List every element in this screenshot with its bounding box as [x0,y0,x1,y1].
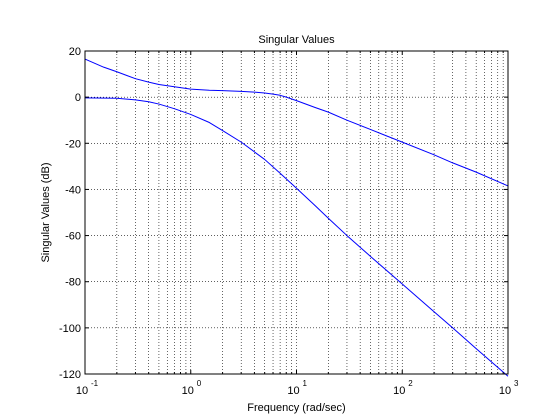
x-tick-label-exponent: 1 [303,379,308,388]
x-tick-label-exponent: -1 [91,379,99,388]
y-tick-label: -20 [65,138,81,150]
x-tick-label: 10 [287,385,299,397]
x-tick-label-exponent: 3 [514,379,519,388]
y-tick-label: -120 [59,369,81,381]
x-axis-label: Frequency (rad/sec) [247,402,345,414]
y-axis-label: Singular Values (dB) [40,162,52,262]
x-tick-label-exponent: 0 [197,379,202,388]
x-tick-label: 10 [182,385,194,397]
y-tick-label: -80 [65,277,81,289]
series-line-2 [84,97,509,377]
ticks [84,50,509,375]
chart-title: Singular Values [258,34,335,46]
series-lines [84,58,509,377]
series-line-1 [84,58,509,187]
y-tick-label: 20 [69,46,81,58]
x-tick-label-exponent: 2 [408,379,413,388]
x-tick-label: 10 [393,385,405,397]
y-tick-label: -60 [65,231,81,243]
y-tick-label: 0 [75,92,81,104]
axes-background [85,51,508,374]
x-tick-label: 10 [76,385,88,397]
y-tick-label: -40 [65,184,81,196]
y-tick-label: -100 [59,323,81,335]
x-tick-label: 10 [499,385,511,397]
